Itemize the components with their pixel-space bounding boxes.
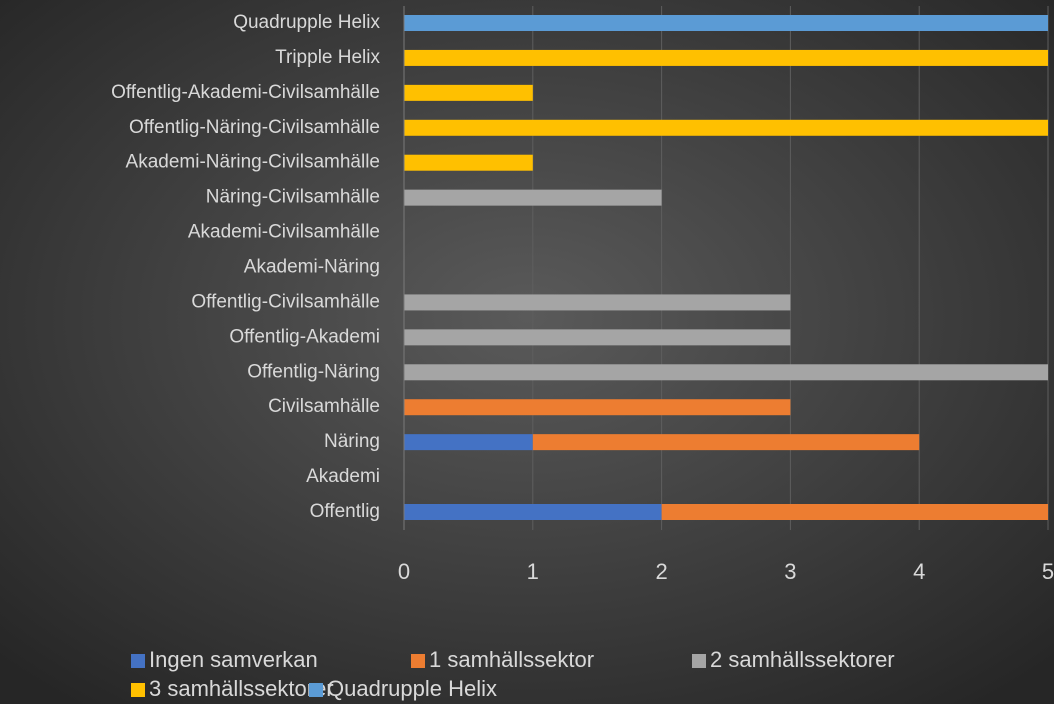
y-tick-label: Offentlig-Näring-Civilsamhälle: [129, 117, 380, 138]
y-tick-label: Civilsamhälle: [268, 396, 380, 417]
bar: [404, 49, 1048, 66]
y-tick-label: Näring: [324, 431, 380, 452]
x-tick-label: 1: [527, 559, 539, 584]
bar: [532, 434, 920, 451]
bar: [404, 154, 533, 171]
y-tick-label: Näring-Civilsamhälle: [206, 187, 380, 208]
y-tick-label: Offentlig-Näring: [247, 361, 380, 382]
legend-label: 1 samhällssektor: [429, 647, 594, 672]
bar: [661, 504, 1048, 520]
x-tick-label: 3: [784, 559, 796, 584]
bar: [404, 504, 662, 520]
bar: [404, 329, 791, 346]
y-tick-label: Akademi: [306, 466, 380, 487]
y-tick-label: Offentlig-Civilsamhälle: [191, 291, 380, 312]
bar: [404, 434, 533, 451]
legend-swatch: [309, 683, 323, 697]
bar: [404, 399, 791, 416]
legend-label: Quadrupple Helix: [327, 676, 497, 701]
bar: [404, 84, 533, 101]
legend-label: Ingen samverkan: [149, 647, 318, 672]
y-tick-label: Akademi-Näring: [244, 257, 380, 278]
y-tick-label: Tripple Helix: [275, 47, 380, 68]
y-tick-label: Offentlig-Akademi-Civilsamhälle: [111, 82, 380, 103]
bar: [404, 119, 1048, 136]
legend-label: 3 samhällssektorer: [149, 676, 334, 701]
x-tick-label: 5: [1042, 559, 1054, 584]
y-tick-label: Offentlig-Akademi: [229, 326, 380, 347]
bar: [404, 364, 1048, 381]
x-tick-label: 4: [913, 559, 925, 584]
y-tick-label: Akademi-Civilsamhälle: [188, 222, 380, 243]
y-tick-label: Akademi-Näring-Civilsamhälle: [126, 152, 380, 173]
x-tick-label: 0: [398, 559, 410, 584]
x-tick-label: 2: [655, 559, 667, 584]
legend-swatch: [131, 683, 145, 697]
bar: [404, 189, 662, 206]
bar: [404, 15, 1048, 31]
y-tick-label: Offentlig: [310, 501, 380, 522]
legend-swatch: [131, 654, 145, 668]
y-tick-label: Quadrupple Helix: [233, 12, 380, 33]
bar: [404, 294, 791, 311]
legend-swatch: [692, 654, 706, 668]
legend-label: 2 samhällssektorer: [710, 647, 895, 672]
legend-swatch: [411, 654, 425, 668]
